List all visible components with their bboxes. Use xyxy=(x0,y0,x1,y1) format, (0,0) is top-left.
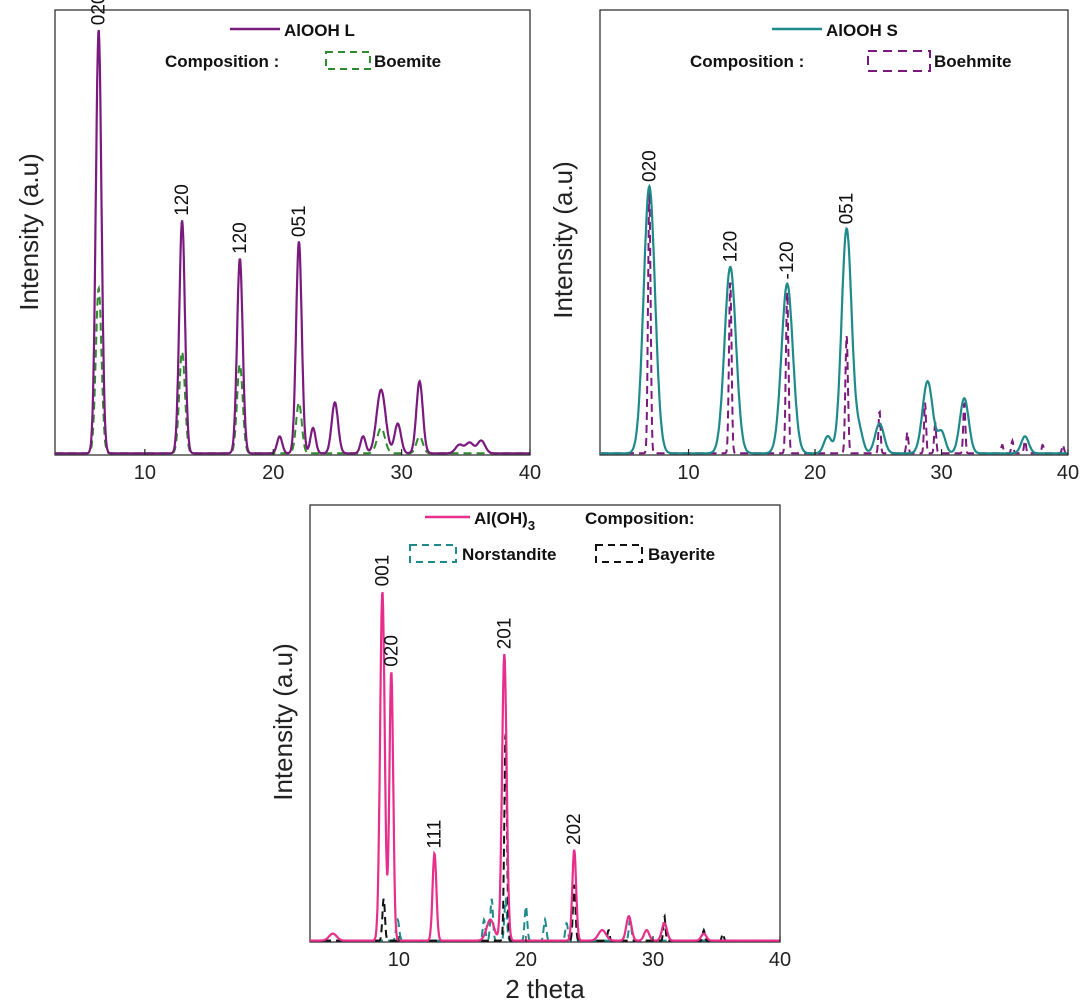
y-axis-label: Intensity (a.u) xyxy=(268,643,298,801)
legend-ref-label: Boemite xyxy=(374,52,441,71)
legend-series-label: AlOOH S xyxy=(826,21,898,40)
y-axis-label: Intensity (a.u) xyxy=(548,161,578,319)
peak-label: 120 xyxy=(720,231,741,263)
panel-alooh-s: Intensity (a.u) AlOOH S Composition : Bo… xyxy=(548,9,1079,484)
legend-series-label-sub: 3 xyxy=(528,518,535,533)
legend-ref-label: Boehmite xyxy=(934,52,1011,71)
peak-label: 201 xyxy=(494,618,515,650)
legend-ref-swatch xyxy=(325,51,371,70)
series-line-alooh-s xyxy=(600,183,1068,455)
panel-alooh-l: Intensity (a.u) AlOOH L Composition : Bo… xyxy=(14,0,541,484)
legend: Al(OH)3 Composition: Norstandite Bayerit… xyxy=(409,509,715,564)
legend-series-label-main: Al(OH) xyxy=(474,509,528,528)
legend-composition-label: Composition: xyxy=(585,509,695,528)
peak-label: 020 xyxy=(639,150,660,182)
x-tick-label: 20 xyxy=(515,949,537,971)
x-tick-label: 30 xyxy=(390,462,412,484)
series-line-al-oh-3 xyxy=(310,591,780,942)
peak-label: 020 xyxy=(89,0,110,25)
legend-bayerite-label: Bayerite xyxy=(648,545,715,564)
x-tick-label: 40 xyxy=(769,949,791,971)
plot-frame xyxy=(599,9,1069,456)
x-tick-label: 10 xyxy=(388,949,410,971)
peak-label: 120 xyxy=(230,222,251,254)
peak-label: 020 xyxy=(381,635,402,667)
x-tick-label: 10 xyxy=(677,462,699,484)
y-axis-label: Intensity (a.u) xyxy=(14,153,44,311)
plot-frame xyxy=(309,504,781,943)
legend-ref-swatch xyxy=(867,50,931,72)
legend-series-label: AlOOH L xyxy=(284,21,355,40)
x-tick-label: 40 xyxy=(519,462,541,484)
x-tick-label: 20 xyxy=(262,462,284,484)
legend-norstandite-swatch xyxy=(409,544,457,563)
peak-label: 001 xyxy=(372,555,393,587)
series-line-norstandite xyxy=(310,896,780,942)
x-axis-label: 2 theta xyxy=(505,974,585,1004)
legend-bayerite-swatch xyxy=(595,544,643,563)
peak-label: 051 xyxy=(289,205,310,237)
series-line-boehmite xyxy=(600,190,1068,455)
legend-composition-label: Composition : xyxy=(165,52,279,71)
legend-series-label: Al(OH)3 xyxy=(474,509,535,533)
legend-norstandite-label: Norstandite xyxy=(462,545,556,564)
x-tick-label: 30 xyxy=(930,462,952,484)
peak-label: 120 xyxy=(172,184,193,216)
plot-frame xyxy=(54,9,531,456)
legend: AlOOH L Composition : Boemite xyxy=(165,21,441,71)
peak-label: 202 xyxy=(564,813,585,845)
peak-label: 051 xyxy=(837,193,858,225)
peak-label: -120 xyxy=(777,241,798,279)
x-tick-label: 30 xyxy=(642,949,664,971)
x-tick-label: 10 xyxy=(134,462,156,484)
x-tick-label: 20 xyxy=(804,462,826,484)
peak-label: 111 xyxy=(425,820,446,849)
x-tick-label: 40 xyxy=(1057,462,1079,484)
legend-composition-label: Composition : xyxy=(690,52,804,71)
legend: AlOOH S Composition : Boehmite xyxy=(690,21,1011,72)
panel-aloh3: Intensity (a.u) 2 theta Al(OH)3 Composit… xyxy=(268,504,791,1004)
series-line-alooh-l xyxy=(55,29,530,455)
